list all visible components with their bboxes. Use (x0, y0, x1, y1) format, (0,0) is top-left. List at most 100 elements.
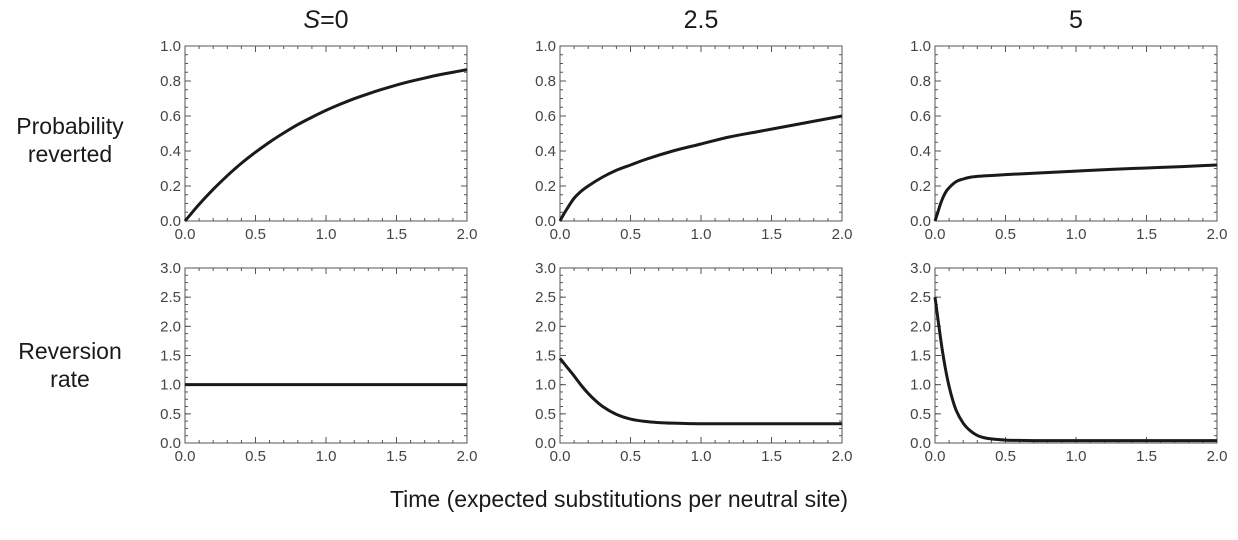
column-title-s5: 5 (936, 6, 1216, 35)
y-tick-label: 0.8 (910, 73, 931, 90)
column-title-s2-5: 2.5 (561, 6, 841, 35)
y-tick-label: 1.0 (160, 377, 181, 394)
row-label-line2: reverted (27, 141, 113, 167)
y-tick-label: 1.5 (535, 348, 556, 365)
y-tick-label: 0.6 (160, 108, 181, 125)
x-tick-label: 1.5 (386, 448, 407, 465)
x-tick-label: 2.0 (832, 226, 853, 243)
panel-frame (184, 45, 468, 222)
column-title-value: 5 (1069, 6, 1083, 34)
x-tick-label: 1.5 (761, 226, 782, 243)
column-title-value: =0 (320, 6, 349, 34)
x-tick-label: 0.5 (620, 226, 641, 243)
series-line (558, 357, 842, 426)
x-tick-label: 2.0 (457, 226, 478, 243)
y-tick-label: 0.0 (160, 213, 181, 230)
panel-frame (184, 267, 468, 444)
x-tick-label: 1.0 (691, 226, 712, 243)
x-tick-label: 1.5 (1136, 226, 1157, 243)
x-tick-label: 1.5 (761, 448, 782, 465)
y-tick-label: 0.0 (535, 213, 556, 230)
series-line (933, 296, 1217, 443)
x-tick-label: 0.5 (620, 448, 641, 465)
y-tick-label: 0.6 (910, 108, 931, 125)
y-tick-label: 1.5 (910, 348, 931, 365)
y-tick-label: 0.2 (160, 178, 181, 195)
panel-5: 0.0 0.5 1.0 1.5 2.0 0.0 0.5 1.0 1.5 2.0 2.5 3.0 (535, 260, 852, 465)
y-tick-label: 0.8 (160, 73, 181, 90)
x-tick-label: 2.0 (1207, 226, 1228, 243)
panel-6: 0.0 0.5 1.0 1.5 2.0 0.0 0.5 1.0 1.5 2.0 2.5 3.0 (910, 260, 1227, 465)
y-tick-label: 0.2 (910, 178, 931, 195)
panel-1: 0.0 0.5 1.0 1.5 2.0 0.0 0.2 0.4 0.6 0.8 1.0 (160, 38, 477, 243)
x-tick-label: 0.5 (245, 448, 266, 465)
column-title-s0: S=0 (186, 6, 466, 35)
y-tick-label: 0.5 (910, 406, 931, 423)
y-tick-label: 0.4 (160, 143, 181, 160)
panel-frame (559, 45, 843, 222)
y-tick-label: 1.5 (160, 348, 181, 365)
y-tick-label: 1.0 (535, 38, 556, 55)
x-tick-label: 0.0 (175, 226, 196, 243)
y-tick-label: 0.8 (535, 73, 556, 90)
panel-2: 0.0 0.5 1.0 1.5 2.0 0.0 0.2 0.4 0.6 0.8 1.0 (535, 38, 852, 243)
x-tick-label: 1.0 (691, 448, 712, 465)
y-tick-label: 1.0 (910, 38, 931, 55)
x-tick-label: 0.5 (995, 448, 1016, 465)
column-title-variable: S (303, 6, 321, 34)
x-tick-label: 1.0 (1066, 448, 1087, 465)
y-tick-label: 0.0 (535, 435, 556, 452)
y-tick-label: 2.5 (160, 289, 181, 306)
panel-3: 0.0 0.5 1.0 1.5 2.0 0.0 0.2 0.4 0.6 0.8 1.0 (910, 38, 1227, 243)
panel-4: 0.0 0.5 1.0 1.5 2.0 0.0 0.5 1.0 1.5 2.0 2.5 3.0 (160, 260, 477, 465)
y-tick-label: 0.0 (910, 213, 931, 230)
x-tick-label: 1.5 (1136, 448, 1157, 465)
x-tick-label: 0.0 (925, 226, 946, 243)
row-label-probability: Probability reverted (0, 112, 140, 168)
y-tick-label: 2.0 (160, 318, 181, 335)
x-axis-label: Time (expected substitutions per neutral… (389, 486, 849, 512)
row-label-line1: Reversion (18, 338, 122, 364)
y-tick-label: 1.0 (910, 377, 931, 394)
x-tick-label: 1.0 (1066, 226, 1087, 243)
x-tick-label: 2.0 (832, 448, 853, 465)
x-tick-label: 0.0 (175, 448, 196, 465)
panel-frame (934, 267, 1218, 444)
y-tick-label: 0.4 (535, 143, 556, 160)
y-tick-label: 3.0 (160, 260, 181, 277)
series-line (933, 163, 1218, 222)
y-tick-label: 0.2 (535, 178, 556, 195)
y-tick-label: 2.5 (535, 289, 556, 306)
x-tick-label: 0.0 (925, 448, 946, 465)
x-tick-label: 0.0 (550, 226, 571, 243)
x-tick-label: 2.0 (1207, 448, 1228, 465)
x-tick-label: 1.5 (386, 226, 407, 243)
row-label-rate: Reversion rate (0, 337, 140, 393)
y-tick-label: 2.0 (910, 318, 931, 335)
x-tick-label: 1.0 (316, 226, 337, 243)
row-label-line2: rate (50, 366, 90, 392)
x-tick-label: 1.0 (316, 448, 337, 465)
row-label-line1: Probability (16, 113, 124, 139)
y-tick-label: 0.4 (910, 143, 931, 160)
y-tick-label: 0.0 (160, 435, 181, 452)
y-tick-label: 0.0 (910, 435, 931, 452)
y-tick-label: 2.5 (910, 289, 931, 306)
x-tick-label: 2.0 (457, 448, 478, 465)
y-tick-label: 3.0 (910, 260, 931, 277)
y-tick-label: 0.5 (535, 406, 556, 423)
y-tick-label: 3.0 (535, 260, 556, 277)
x-tick-label: 0.5 (245, 226, 266, 243)
panel-frame (934, 45, 1218, 222)
x-tick-label: 0.0 (550, 448, 571, 465)
y-tick-label: 1.0 (535, 377, 556, 394)
y-tick-label: 1.0 (160, 38, 181, 55)
x-tick-label: 0.5 (995, 226, 1016, 243)
column-title-value: 2.5 (683, 6, 719, 34)
series-line (183, 68, 468, 222)
y-tick-label: 0.6 (535, 108, 556, 125)
series-line (558, 114, 843, 222)
y-tick-label: 0.5 (160, 406, 181, 423)
y-tick-label: 2.0 (535, 318, 556, 335)
